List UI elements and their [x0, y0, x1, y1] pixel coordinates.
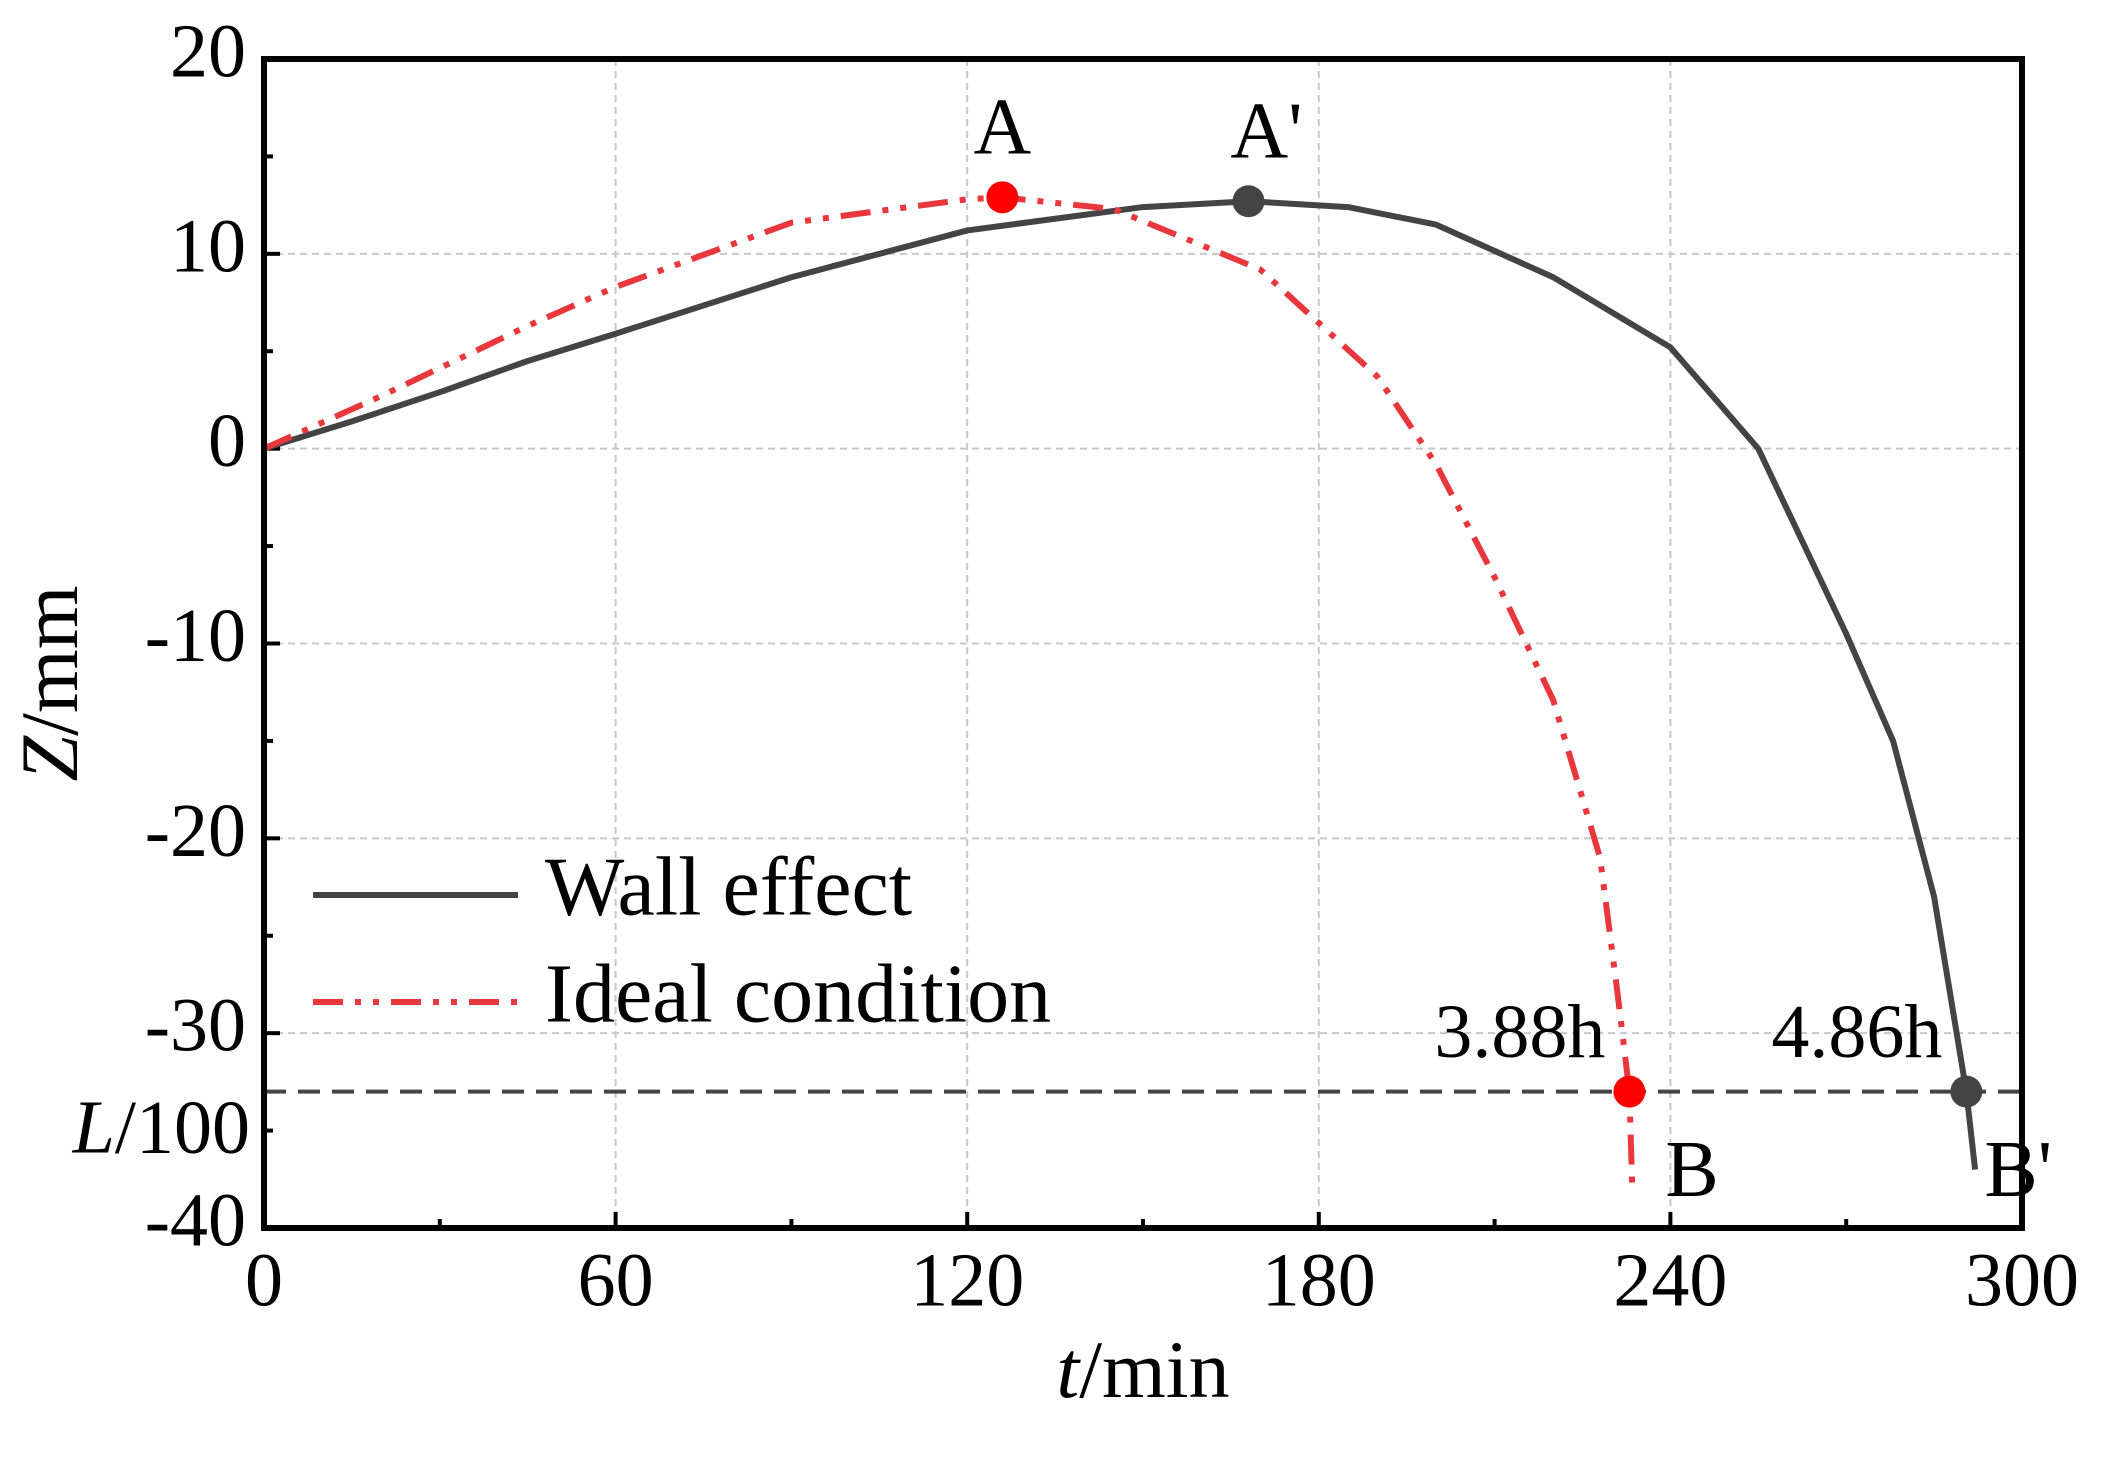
- x-tick-label: 120: [910, 1238, 1024, 1322]
- y-axis-label: Z/mm: [4, 586, 95, 782]
- time-label: 3.88h: [1434, 990, 1605, 1074]
- x-axis-label: t/min: [1056, 1324, 1229, 1415]
- threshold-label: L/100: [72, 1086, 250, 1170]
- point-label: B: [1665, 1126, 1718, 1214]
- y-tick-label: -20: [145, 789, 246, 873]
- line-series: [262, 194, 1636, 1190]
- plot-frame: [261, 56, 2025, 1231]
- x-tick-label: 0: [245, 1238, 283, 1322]
- time-label: 4.86h: [1771, 990, 1942, 1074]
- point-marker: [1950, 1075, 1983, 1108]
- line-series: [263, 198, 1979, 1170]
- point-label: A': [1230, 88, 1302, 176]
- legend-label: Wall effect: [545, 840, 912, 933]
- point-marker: [1232, 185, 1265, 218]
- legend-label: Ideal condition: [545, 947, 1051, 1040]
- y-tick-label: -40: [145, 1178, 246, 1262]
- y-tick-label: -30: [145, 984, 246, 1068]
- x-tick-label: 180: [1262, 1238, 1376, 1322]
- y-tick-label: 20: [170, 9, 246, 93]
- y-tick-label: 10: [170, 204, 246, 288]
- point-marker: [1613, 1075, 1646, 1108]
- y-tick-label: -10: [145, 594, 246, 678]
- x-tick-label: 300: [1965, 1238, 2079, 1322]
- x-tick-label: 240: [1613, 1238, 1727, 1322]
- x-tick-label: 60: [578, 1238, 654, 1322]
- point-label: A: [973, 84, 1031, 172]
- y-tick-label: 0: [208, 399, 246, 483]
- point-marker: [986, 181, 1019, 214]
- point-label: B': [1984, 1126, 2052, 1214]
